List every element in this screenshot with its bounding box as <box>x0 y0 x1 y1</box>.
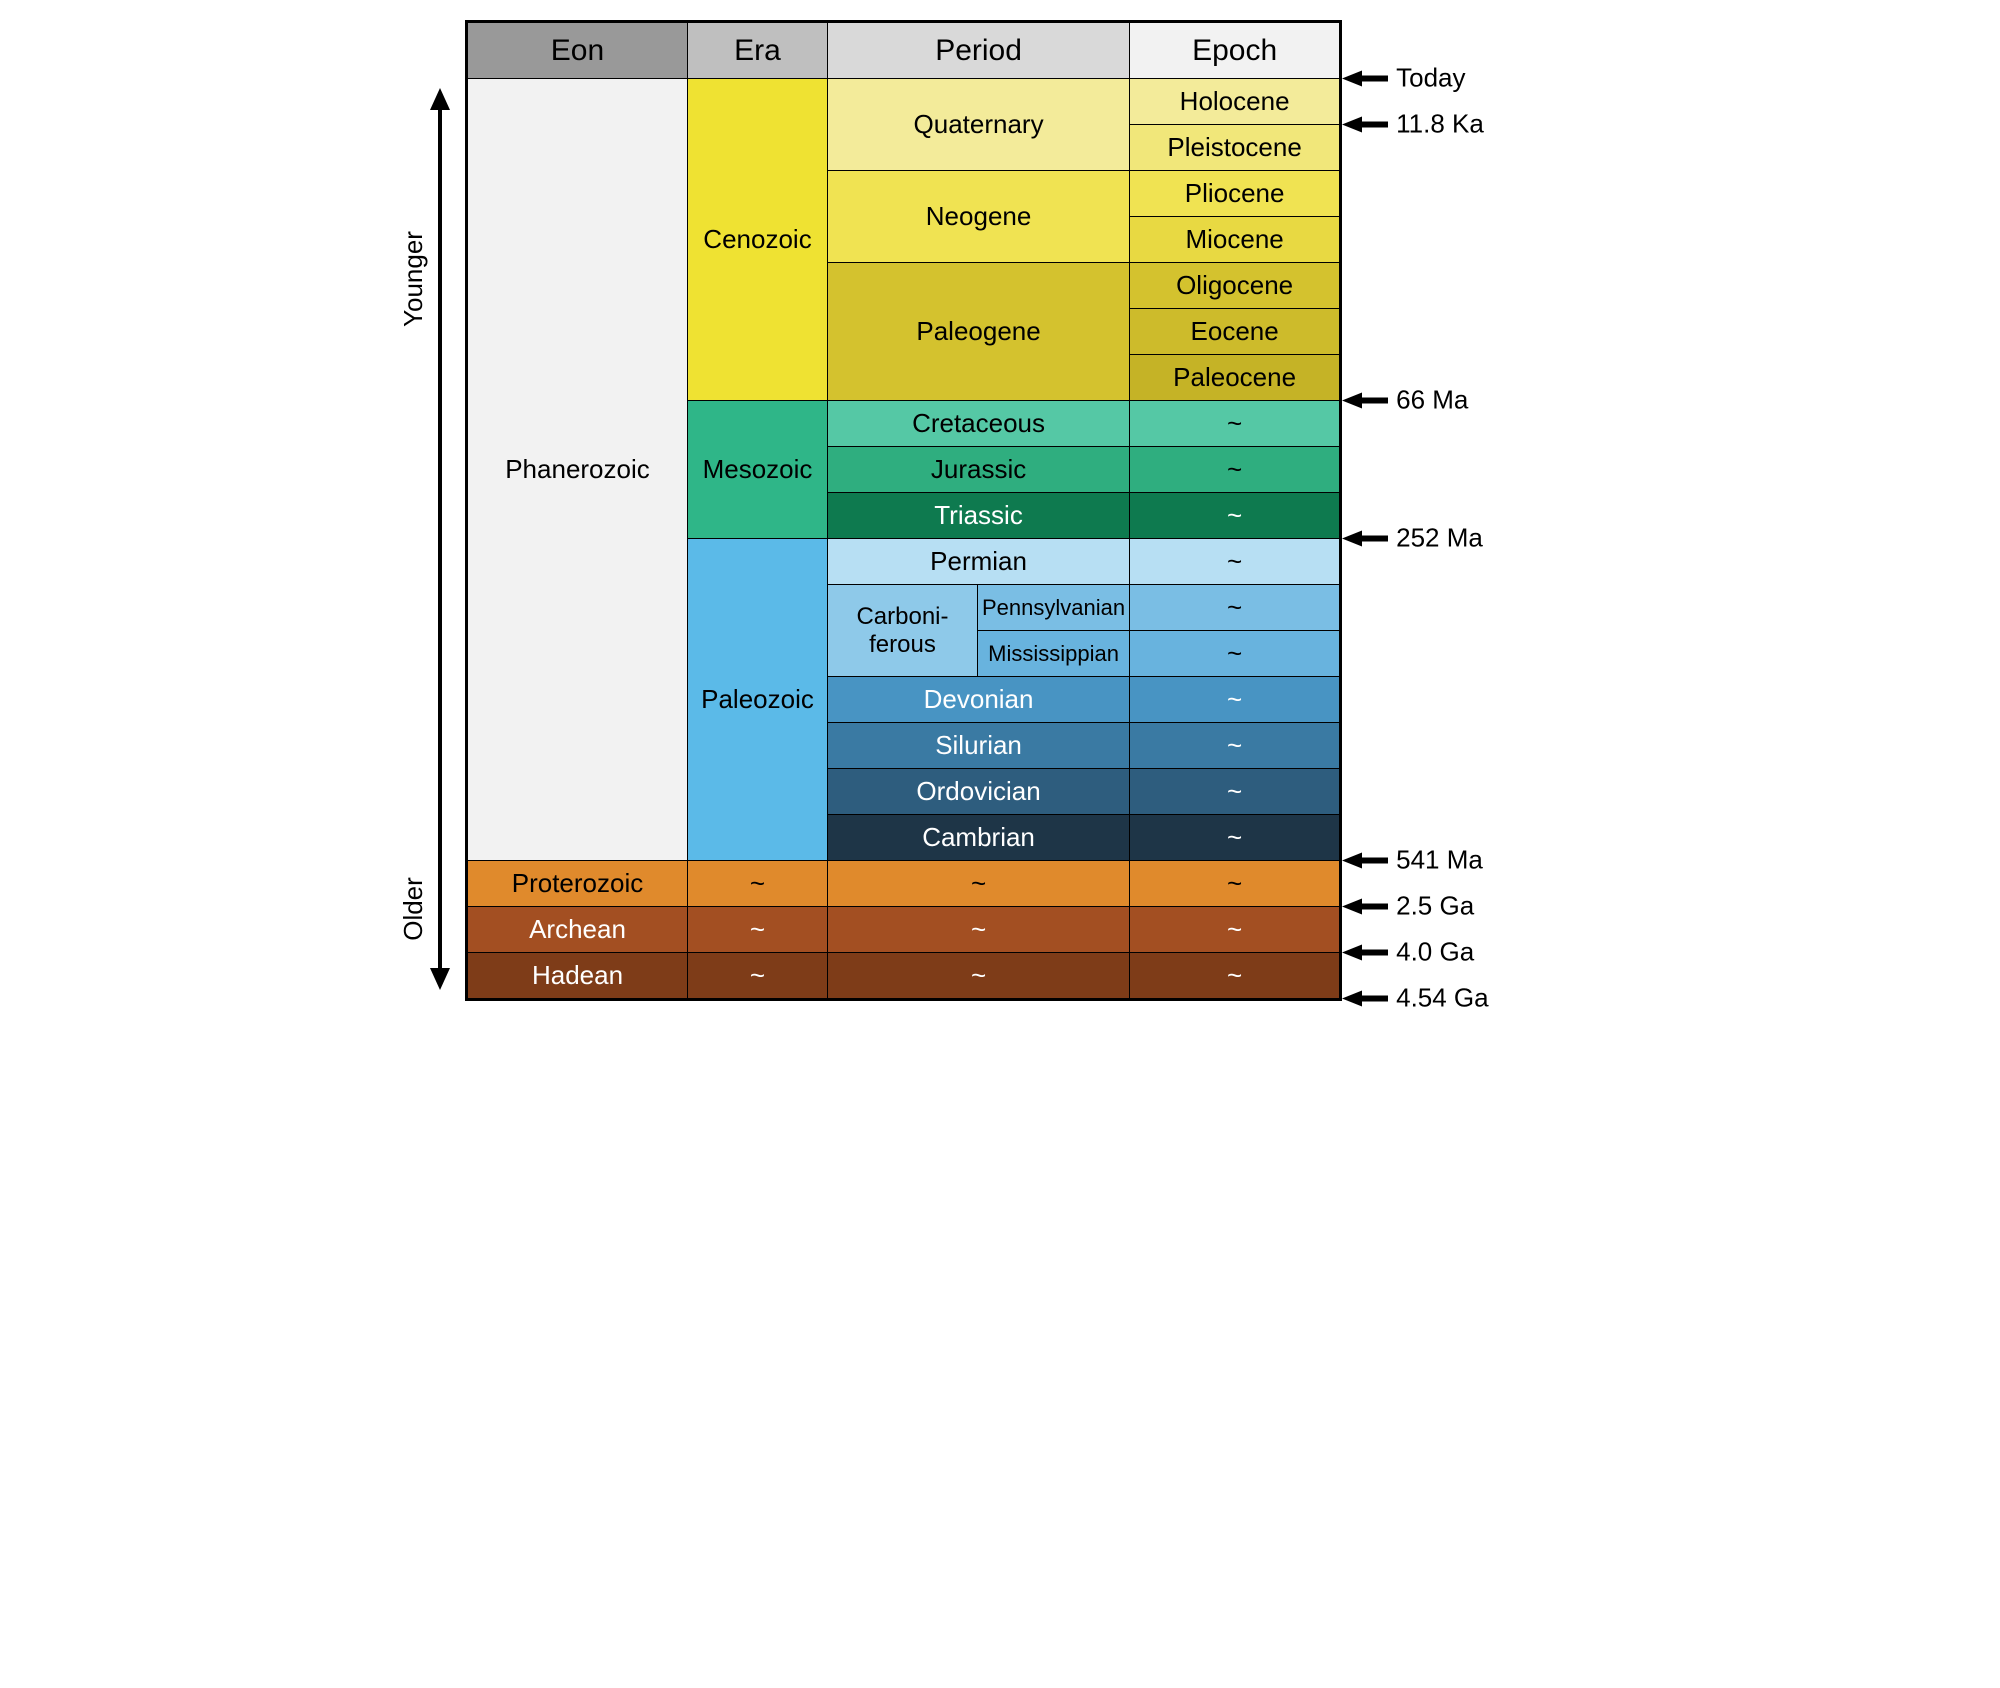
period-ordovician: Ordovician <box>828 769 1130 815</box>
svg-text:Older: Older <box>398 876 428 940</box>
time-table: Eon Era Period Epoch Phanerozoic Cenozoi… <box>467 22 1340 999</box>
time-marker: 4.54 Ga <box>1342 983 1489 1014</box>
time-marker: 66 Ma <box>1342 385 1468 416</box>
time-marker: 541 Ma <box>1342 845 1483 876</box>
era-cenozoic: Cenozoic <box>688 79 828 401</box>
epoch-devonian-tilde: ~ <box>1130 677 1340 723</box>
era-mesozoic: Mesozoic <box>688 401 828 539</box>
epoch-silurian-tilde: ~ <box>1130 723 1340 769</box>
epoch-proterozoic-tilde: ~ <box>1130 861 1340 907</box>
era-archean-tilde: ~ <box>688 907 828 953</box>
epoch-paleocene: Paleocene <box>1130 355 1340 401</box>
epoch-hadean-tilde: ~ <box>1130 953 1340 999</box>
header-eon: Eon <box>468 23 688 79</box>
epoch-ordovician-tilde: ~ <box>1130 769 1340 815</box>
epoch-mississippian-tilde: ~ <box>1130 631 1340 677</box>
time-annotations: Today 11.8 Ka 66 Ma 252 Ma 541 Ma 2.5 Ga 4.0 G… <box>1342 20 1590 1001</box>
period-paleogene: Paleogene <box>828 263 1130 401</box>
age-axis: YoungerOlder <box>410 20 465 1001</box>
header-period: Period <box>828 23 1130 79</box>
epoch-permian-tilde: ~ <box>1130 539 1340 585</box>
period-quaternary: Quaternary <box>828 79 1130 171</box>
epoch-archean-tilde: ~ <box>1130 907 1340 953</box>
epoch-cretaceous-tilde: ~ <box>1130 401 1340 447</box>
period-cambrian: Cambrian <box>828 815 1130 861</box>
epoch-holocene: Holocene <box>1130 79 1340 125</box>
era-paleozoic: Paleozoic <box>688 539 828 861</box>
header-epoch: Epoch <box>1130 23 1340 79</box>
period-carboniferous: Carboni-ferous <box>828 585 978 677</box>
time-marker: Today <box>1342 63 1465 94</box>
time-marker: 4.0 Ga <box>1342 937 1474 968</box>
period-triassic: Triassic <box>828 493 1130 539</box>
eon-proterozoic: Proterozoic <box>468 861 688 907</box>
epoch-oligocene: Oligocene <box>1130 263 1340 309</box>
period-proterozoic-tilde: ~ <box>828 861 1130 907</box>
svg-text:Younger: Younger <box>398 230 428 326</box>
time-marker: 252 Ma <box>1342 523 1483 554</box>
subperiod-mississippian: Mississippian <box>978 631 1130 677</box>
epoch-pennsylvanian-tilde: ~ <box>1130 585 1340 631</box>
epoch-miocene: Miocene <box>1130 217 1340 263</box>
era-proterozoic-tilde: ~ <box>688 861 828 907</box>
period-neogene: Neogene <box>828 171 1130 263</box>
time-table-container: Eon Era Period Epoch Phanerozoic Cenozoi… <box>465 20 1342 1001</box>
period-devonian: Devonian <box>828 677 1130 723</box>
period-hadean-tilde: ~ <box>828 953 1130 999</box>
period-jurassic: Jurassic <box>828 447 1130 493</box>
period-cretaceous: Cretaceous <box>828 401 1130 447</box>
epoch-pliocene: Pliocene <box>1130 171 1340 217</box>
period-archean-tilde: ~ <box>828 907 1130 953</box>
eon-archean: Archean <box>468 907 688 953</box>
era-hadean-tilde: ~ <box>688 953 828 999</box>
header-era: Era <box>688 23 828 79</box>
time-marker: 11.8 Ka <box>1342 109 1484 140</box>
epoch-pleistocene: Pleistocene <box>1130 125 1340 171</box>
epoch-jurassic-tilde: ~ <box>1130 447 1340 493</box>
epoch-cambrian-tilde: ~ <box>1130 815 1340 861</box>
header-row: Eon Era Period Epoch <box>468 23 1340 79</box>
time-marker: 2.5 Ga <box>1342 891 1474 922</box>
period-silurian: Silurian <box>828 723 1130 769</box>
geologic-time-scale: YoungerOlder Eon Era Period Epoch Phaner… <box>410 20 1590 1001</box>
subperiod-pennsylvanian: Pennsylvanian <box>978 585 1130 631</box>
eon-hadean: Hadean <box>468 953 688 999</box>
epoch-eocene: Eocene <box>1130 309 1340 355</box>
period-permian: Permian <box>828 539 1130 585</box>
epoch-triassic-tilde: ~ <box>1130 493 1340 539</box>
eon-phanerozoic: Phanerozoic <box>468 79 688 861</box>
